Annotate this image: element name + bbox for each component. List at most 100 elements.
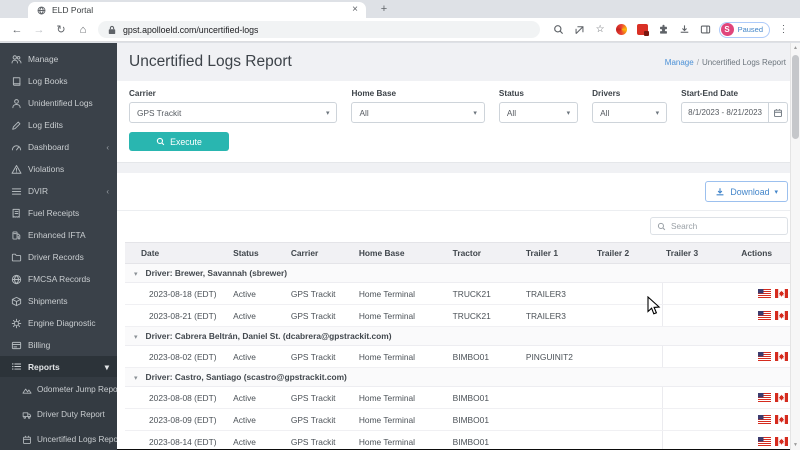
us-flag-icon[interactable] xyxy=(758,352,771,361)
canada-flag-icon[interactable] xyxy=(775,393,788,402)
back-button[interactable]: ← xyxy=(11,23,23,36)
log-status: Active xyxy=(229,408,287,431)
canada-flag-icon[interactable] xyxy=(775,415,788,424)
sidebar-item-violations[interactable]: Violations xyxy=(0,158,117,180)
sidebar-item-engine-diagnostic[interactable]: Engine Diagnostic xyxy=(0,312,117,334)
search-input[interactable] xyxy=(671,221,781,231)
sidebar-item-log-edits[interactable]: Log Edits xyxy=(0,114,117,136)
log-tractor: BIMBO01 xyxy=(448,386,522,409)
window-scrollbar[interactable]: ▲ ▼ xyxy=(790,43,800,450)
sidebar-item-unidentified-logs[interactable]: Unidentified Logs xyxy=(0,92,117,114)
calendar-button[interactable] xyxy=(768,102,788,123)
canada-flag-icon[interactable] xyxy=(775,311,788,320)
search-toolbar-icon[interactable] xyxy=(550,22,566,38)
profile-button[interactable]: S Paused xyxy=(718,21,770,38)
home-button[interactable]: ⌂ xyxy=(79,23,87,36)
download-button[interactable]: Download ▾ xyxy=(705,181,788,202)
scrollbar-thumb[interactable] xyxy=(792,55,799,139)
driver-group-row[interactable]: ▾ Driver: Castro, Santiago (scastro@gpstr… xyxy=(125,367,792,387)
sidebar-item-reports[interactable]: Reports ▾ xyxy=(0,356,117,377)
extensions-puzzle-icon[interactable] xyxy=(655,22,671,38)
address-bar[interactable]: gpst.apolloeld.com/uncertified-logs xyxy=(98,21,540,38)
status-select[interactable]: All ▾ xyxy=(498,102,579,123)
sidebar-item-shipments[interactable]: Shipments xyxy=(0,290,117,312)
execute-button[interactable]: Execute xyxy=(129,132,229,151)
log-date: 2023-08-02 (EDT) xyxy=(125,345,230,368)
us-flag-icon[interactable] xyxy=(758,437,771,446)
us-flag-icon[interactable] xyxy=(758,311,771,320)
date-range-filter: Start-End Date 8/1/2023 - 8/21/2023 xyxy=(681,89,788,123)
log-carrier: GPS Trackit xyxy=(286,304,355,327)
billing-icon xyxy=(11,341,22,349)
sidebar-item-manage[interactable]: Manage xyxy=(0,48,117,70)
extension-adblock-icon[interactable] xyxy=(634,22,650,38)
bookmark-star-icon[interactable]: ☆ xyxy=(595,24,605,35)
scroll-up-icon[interactable]: ▲ xyxy=(793,45,798,51)
log-trailer3 xyxy=(661,345,738,368)
share-icon[interactable] xyxy=(571,22,587,38)
carrier-select[interactable]: GPS Trackit ▾ xyxy=(129,102,338,123)
log-trailer3 xyxy=(661,408,738,431)
sidebar-subitem-driver-duty-report[interactable]: Driver Duty Report xyxy=(0,402,117,427)
alert-icon xyxy=(11,164,22,174)
forward-button[interactable]: → xyxy=(33,23,45,36)
scroll-down-icon[interactable]: ▼ xyxy=(793,442,798,448)
table-search[interactable] xyxy=(650,217,788,235)
download-row: Download ▾ xyxy=(117,173,800,211)
breadcrumb-manage-link[interactable]: Manage xyxy=(664,57,694,67)
side-panel-icon[interactable] xyxy=(697,22,713,38)
reload-button[interactable]: ↻ xyxy=(56,24,66,36)
sidebar-item-dvir[interactable]: DVIR ‹ xyxy=(0,180,117,202)
table-header-row: Date Status Carrier Home Base Tractor Trailer… xyxy=(125,242,792,264)
canada-flag-icon[interactable] xyxy=(775,289,788,298)
us-flag-icon[interactable] xyxy=(758,393,771,402)
us-flag-icon[interactable] xyxy=(758,289,771,298)
log-status: Active xyxy=(229,386,287,409)
sidebar-subitem-odometer-jump-report[interactable]: Odometer Jump Report xyxy=(0,377,117,402)
sync-paused-label: Paused xyxy=(737,25,763,34)
sidebar-subitem-uncertified-logs-report[interactable]: Uncertified Logs Report xyxy=(0,427,117,450)
list-icon xyxy=(11,187,22,195)
home-base-select[interactable]: All ▾ xyxy=(351,102,485,123)
log-trailer2 xyxy=(592,430,663,450)
new-tab-button[interactable]: + xyxy=(380,3,388,15)
sidebar-item-enhanced-ifta[interactable]: Enhanced IFTA xyxy=(0,224,117,246)
us-flag-icon[interactable] xyxy=(758,415,771,424)
chevron-left-icon: ‹ xyxy=(106,142,109,152)
column-header-tractor: Tractor xyxy=(448,242,522,264)
tab-title: ELD Portal xyxy=(52,5,94,15)
sidebar-item-billing[interactable]: Billing xyxy=(0,334,117,356)
chevron-left-icon: ‹ xyxy=(106,186,109,196)
driver-group-row[interactable]: ▾ Driver: Cabrera Beltrán, Daniel St. (dc… xyxy=(125,326,792,346)
gauge-icon xyxy=(11,144,22,150)
browser-tab[interactable]: ELD Portal × xyxy=(28,2,366,18)
globe-icon xyxy=(11,274,22,284)
sidebar-item-driver-records[interactable]: Driver Records xyxy=(0,246,117,268)
sidebar-item-log-books[interactable]: Log Books xyxy=(0,70,117,92)
log-tractor: TRUCK21 xyxy=(448,304,522,327)
driver-group-row[interactable]: ▾ Driver: Brewer, Savannah (sbrewer) xyxy=(125,263,792,283)
receipt-icon xyxy=(11,208,22,219)
sidebar-item-dashboard[interactable]: Dashboard ‹ xyxy=(0,136,117,158)
browser-menu-icon[interactable]: ⋮ xyxy=(778,24,789,35)
uncertified-logs-table: Date Status Carrier Home Base Tractor Trailer… xyxy=(125,242,792,450)
log-actions xyxy=(737,304,792,327)
downloads-icon[interactable] xyxy=(676,22,692,38)
drivers-select[interactable]: All ▾ xyxy=(592,102,668,123)
sidebar-item-fmcsa-records[interactable]: FMCSA Records xyxy=(0,268,117,290)
sidebar-item-fuel-receipts[interactable]: Fuel Receipts xyxy=(0,202,117,224)
user-icon xyxy=(12,98,21,108)
search-row xyxy=(117,211,800,242)
extension-colorwheel-icon[interactable] xyxy=(613,22,629,38)
log-status: Active xyxy=(229,282,287,305)
log-date: 2023-08-08 (EDT) xyxy=(125,386,230,409)
profile-avatar: S xyxy=(720,23,734,36)
status-label: Status xyxy=(498,89,524,98)
log-row: 2023-08-21 (EDT) Active GPS Trackit Home… xyxy=(125,304,792,327)
canada-flag-icon[interactable] xyxy=(775,437,788,446)
date-range-input[interactable]: 8/1/2023 - 8/21/2023 xyxy=(681,102,768,123)
canada-flag-icon[interactable] xyxy=(775,352,788,361)
collapse-caret-icon: ▾ xyxy=(134,271,138,278)
tab-close-icon[interactable]: × xyxy=(352,4,358,15)
log-actions xyxy=(737,408,792,431)
